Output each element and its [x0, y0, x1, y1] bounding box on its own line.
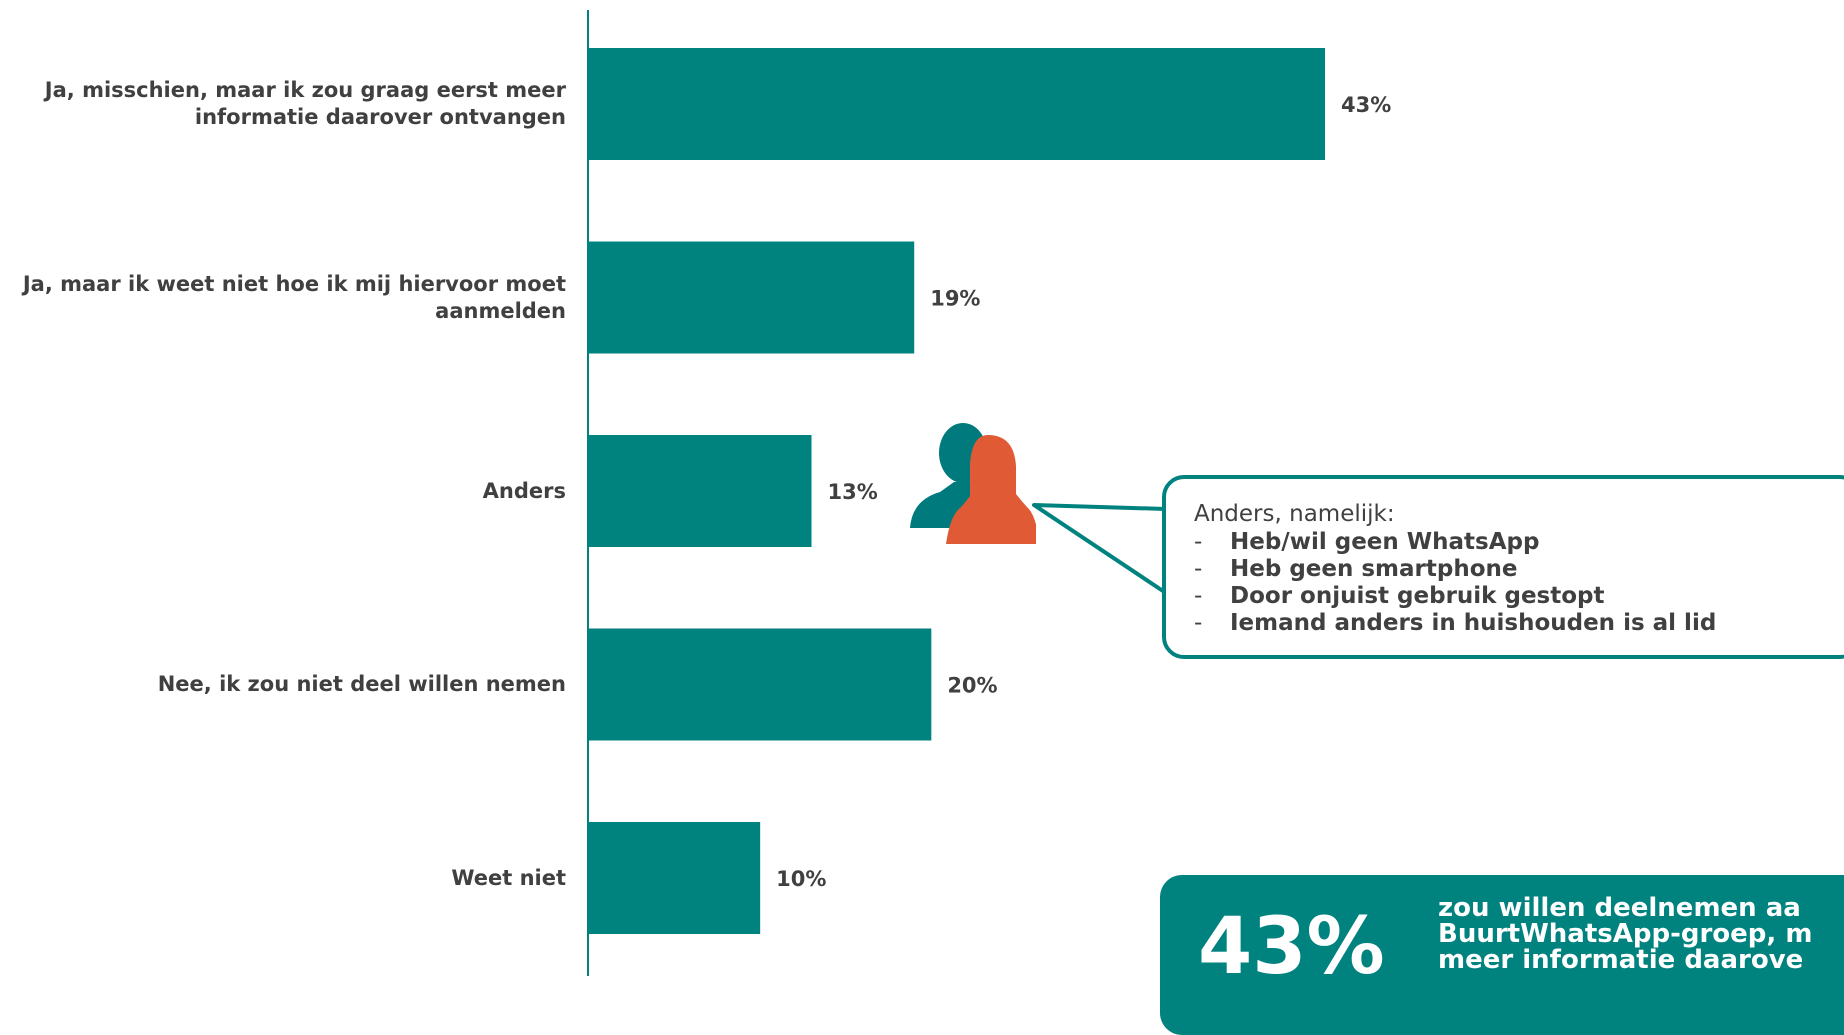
summary-box: 43% zou willen deelnemen aa BuurtWhatsAp…	[1160, 875, 1844, 1035]
callout-item-text: Door onjuist gebruik gestopt	[1230, 583, 1605, 609]
category-label-line: Ja, misschien, maar ik zou graag eerst m…	[44, 78, 566, 102]
category-label: Nee, ik zou niet deel willen nemen	[0, 671, 566, 698]
summary-percentage: 43%	[1198, 902, 1385, 992]
person-orange-icon	[946, 435, 1040, 544]
category-label: Ja, maar ik weet niet hoe ik mij hiervoo…	[0, 271, 566, 325]
value-label: 10%	[776, 867, 826, 891]
callout-item: - Heb/wil geen WhatsApp	[1194, 529, 1540, 555]
callout-title: Anders, namelijk:	[1194, 501, 1395, 527]
value-label: 13%	[828, 480, 878, 504]
category-label-line: aanmelden	[435, 298, 566, 323]
bar	[589, 48, 1325, 160]
category-label-line: Anders	[482, 478, 566, 503]
callout-tail	[1032, 503, 1168, 595]
bar-chart: 43% 19% 13% 20% 10%	[587, 10, 1391, 976]
value-label: 20%	[947, 674, 997, 698]
callout-list: - Heb/wil geen WhatsApp - Heb geen smartph…	[1194, 529, 1716, 637]
callout-item-text: Heb/wil geen WhatsApp	[1230, 529, 1540, 555]
people-icon	[906, 420, 1040, 549]
category-label-line: Nee, ik zou niet deel willen nemen	[157, 672, 566, 696]
value-label: 43%	[1341, 93, 1391, 117]
category-label: Ja, misschien, maar ik zou graag eerst m…	[0, 77, 566, 131]
bar	[589, 241, 915, 354]
callout-item: - Iemand anders in huishouden is al lid	[1194, 610, 1717, 636]
category-label: Anders	[0, 478, 566, 505]
callout-item: - Heb geen smartphone	[1194, 556, 1518, 582]
value-label: 19%	[930, 287, 980, 311]
category-label-line: Weet niet	[451, 865, 566, 890]
category-label-line: Ja, maar ik weet niet hoe ik mij hiervoo…	[22, 271, 566, 296]
callout-box: Anders, namelijk: - Heb/wil geen WhatsApp…	[1162, 475, 1844, 659]
callout-item: - Door onjuist gebruik gestopt	[1194, 583, 1605, 609]
bar	[589, 822, 761, 934]
callout-item-text: Heb geen smartphone	[1230, 556, 1518, 582]
category-label: Weet niet	[0, 865, 566, 892]
callout-item-text: Iemand anders in huishouden is al lid	[1230, 610, 1717, 636]
bar	[589, 435, 812, 547]
summary-text: zou willen deelnemen aa BuurtWhatsApp-gr…	[1438, 893, 1813, 975]
category-label-line: informatie daarover ontvangen	[194, 105, 566, 129]
bar	[589, 628, 932, 741]
